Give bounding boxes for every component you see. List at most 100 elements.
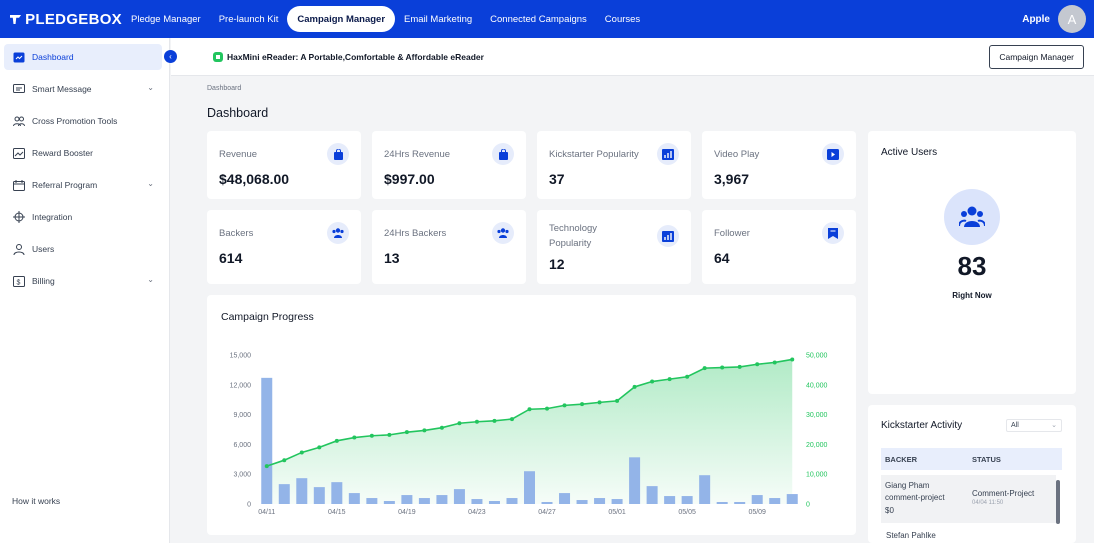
chart-bar [541, 502, 553, 504]
chart-point [667, 377, 672, 382]
left-axis-tick-label: 3,000 [233, 472, 251, 479]
chart-bar [488, 501, 500, 504]
chart-bar [734, 502, 746, 504]
nav-pledge-manager[interactable]: Pledge Manager [131, 13, 201, 25]
chart-bar [594, 498, 606, 504]
chart-bar [331, 482, 343, 504]
x-axis-tick-label: 04/15 [328, 509, 346, 516]
chart-bar [681, 496, 693, 504]
sidebar-item-referral-program[interactable]: Referral Program ⌄ [4, 172, 162, 198]
top-nav: PLEDGEBOX Pledge Manager Pre-launch Kit … [0, 0, 1094, 38]
kickstarter-activity-title: Kickstarter Activity [881, 420, 963, 431]
chart-bar [401, 495, 413, 504]
chart-point [685, 374, 690, 379]
active-users-card: Active Users 83 Right Now [868, 131, 1076, 394]
sidebar-collapse-button[interactable]: ‹ [164, 50, 177, 63]
message-icon [13, 83, 25, 95]
cumulative-area [266, 359, 793, 504]
sidebar-item-integration[interactable]: Integration [4, 204, 162, 230]
chart-point [650, 379, 655, 384]
chart-bar [418, 498, 430, 504]
stat-label: Revenue [219, 149, 258, 160]
x-axis-tick-label: 05/09 [748, 509, 766, 516]
chart-bar [313, 487, 325, 504]
how-it-works-link[interactable]: How it works [12, 496, 61, 506]
x-axis-tick-label: 04/27 [538, 509, 556, 516]
chart-point [509, 417, 514, 422]
video-icon [822, 143, 844, 165]
sidebar-item-billing[interactable]: $ Billing ⌄ [4, 268, 162, 294]
avatar[interactable]: A [1058, 5, 1086, 33]
user-icon [13, 243, 25, 255]
chart-point [404, 430, 409, 435]
backer-name: Giang Pham [885, 481, 930, 490]
trending-icon [13, 147, 25, 159]
stat-value: 3,967 [714, 171, 750, 187]
table-row[interactable]: Stefan Pahlke [886, 531, 936, 540]
sidebar-item-users[interactable]: Users [4, 236, 162, 262]
chevron-down-icon: ⌄ [147, 275, 154, 284]
chart-point [264, 464, 269, 469]
left-axis-tick-label: 9,000 [233, 412, 251, 419]
chart-bar [716, 502, 728, 504]
chart-bar [786, 494, 798, 504]
sidebar-item-cross-promotion[interactable]: Cross Promotion Tools [4, 108, 162, 134]
chart-point [474, 419, 479, 424]
sidebar-item-dashboard[interactable]: Dashboard [4, 44, 162, 70]
chart-point [492, 418, 497, 423]
calendar-icon [13, 179, 25, 191]
chart-point [702, 366, 707, 371]
stat-card-kickstarter-popularity: Kickstarter Popularity 37 [537, 131, 691, 199]
x-axis-tick-label: 04/23 [468, 509, 486, 516]
sidebar-item-label: Billing [32, 276, 55, 286]
sidebar-item-reward-booster[interactable]: Reward Booster [4, 140, 162, 166]
brand-logo[interactable]: PLEDGEBOX [10, 11, 122, 28]
user-menu[interactable]: Apple A [1022, 5, 1086, 33]
activity-time: 04/04 11:50 [972, 500, 1004, 506]
stat-card-revenue: Revenue $48,068.00 [207, 131, 361, 199]
stat-label: Technology Popularity [549, 223, 598, 249]
chart-bar [278, 484, 290, 504]
stat-label: 24Hrs Backers [384, 228, 447, 239]
chart-bar [296, 478, 308, 504]
chart-point [737, 364, 742, 369]
chart-point [720, 365, 725, 370]
chart-bar [769, 498, 781, 504]
stat-card-video-play: Video Play 3,967 [702, 131, 856, 199]
chart-bar [366, 498, 378, 504]
nav-pre-launch-kit[interactable]: Pre-launch Kit [218, 13, 279, 25]
nav-campaign-manager[interactable]: Campaign Manager [287, 6, 396, 32]
breadcrumb: Dashboard [207, 85, 242, 92]
stat-value: $997.00 [384, 171, 435, 187]
integration-icon [13, 211, 25, 223]
sidebar-item-label: Smart Message [32, 84, 92, 94]
left-axis-tick-label: 6,000 [233, 442, 251, 449]
chart-bar [576, 500, 588, 504]
x-axis-tick-label: 04/11 [258, 509, 275, 516]
nav-courses[interactable]: Courses [604, 13, 641, 25]
left-axis-tick-label: 15,000 [230, 353, 252, 360]
sidebar-item-smart-message[interactable]: Smart Message ⌄ [4, 76, 162, 102]
users-icon [944, 189, 1000, 245]
stat-value: 37 [549, 171, 565, 187]
stat-card-technology-popularity: Technology Popularity 12 [537, 210, 691, 284]
activity-filter-select[interactable]: All ⌄ [1006, 419, 1062, 432]
chart-point [317, 445, 322, 450]
campaign-manager-button[interactable]: Campaign Manager [989, 45, 1084, 69]
nav-email-marketing[interactable]: Email Marketing [404, 13, 473, 25]
chart-point [632, 384, 637, 389]
table-row[interactable]: Giang Pham comment-project $0 Comment-Pr… [881, 475, 1056, 523]
nav-connected-campaigns[interactable]: Connected Campaigns [490, 13, 587, 25]
right-axis-tick-label: 10,000 [806, 472, 828, 479]
stat-card-backers: Backers 614 [207, 210, 361, 284]
chart-bar [506, 498, 518, 504]
stat-label: Kickstarter Popularity [549, 149, 639, 160]
chart-bar [453, 489, 465, 504]
column-header-status: STATUS [972, 455, 1001, 464]
chart-bar [383, 501, 395, 504]
activity-scrollbar[interactable] [1056, 480, 1060, 524]
chart-point [457, 421, 462, 426]
stat-label: Follower [714, 228, 750, 239]
stat-value: $48,068.00 [219, 171, 290, 187]
chevron-left-icon: ‹ [169, 52, 172, 61]
